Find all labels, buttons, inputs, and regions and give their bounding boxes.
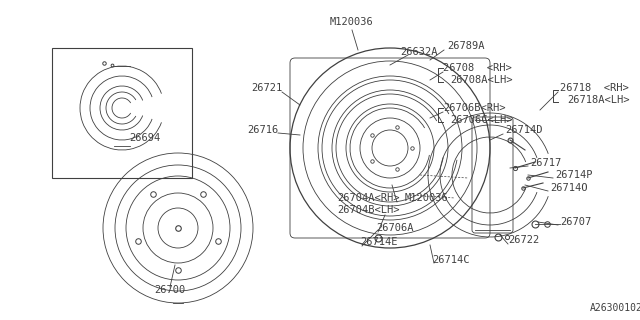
Text: 26717: 26717 [530, 158, 561, 168]
Text: 26716: 26716 [247, 125, 278, 135]
Text: 26708  <RH>: 26708 <RH> [443, 63, 512, 73]
Text: 26708A<LH>: 26708A<LH> [450, 75, 513, 85]
Text: 26718A<LH>: 26718A<LH> [567, 95, 630, 105]
Text: 26700: 26700 [154, 285, 186, 295]
Text: 26714D: 26714D [505, 125, 543, 135]
Text: 26714O: 26714O [550, 183, 588, 193]
Text: 26694: 26694 [129, 133, 160, 143]
Text: 26704A<RH>: 26704A<RH> [337, 193, 399, 203]
Text: 26714P: 26714P [555, 170, 593, 180]
Text: A263001023: A263001023 [590, 303, 640, 313]
Text: 26722: 26722 [508, 235, 540, 245]
Text: 26714E: 26714E [360, 237, 397, 247]
Text: M120036: M120036 [405, 193, 449, 203]
Text: 26706C<LH>: 26706C<LH> [450, 115, 513, 125]
Text: 26721: 26721 [251, 83, 282, 93]
Text: 26714C: 26714C [432, 255, 470, 265]
Text: 26706B<RH>: 26706B<RH> [443, 103, 506, 113]
Text: 26704B<LH>: 26704B<LH> [337, 205, 399, 215]
Bar [52, 48, 192, 178]
Text: M120036: M120036 [330, 17, 374, 27]
Text: 26706A: 26706A [376, 223, 413, 233]
Text: 26707: 26707 [560, 217, 591, 227]
Text: 26789A: 26789A [447, 41, 484, 51]
Text: 26718  <RH>: 26718 <RH> [560, 83, 628, 93]
Text: 26632A: 26632A [400, 47, 438, 57]
